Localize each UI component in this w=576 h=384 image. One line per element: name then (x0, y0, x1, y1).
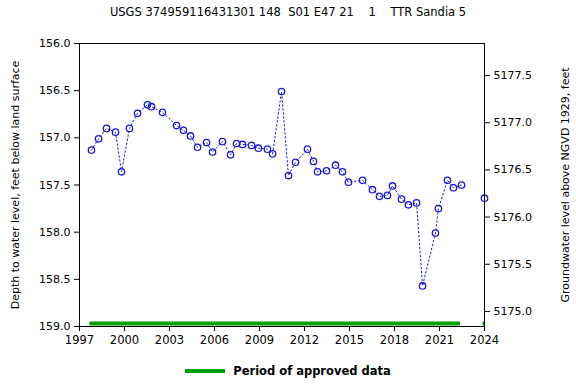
svg-text:5175.5: 5175.5 (494, 258, 533, 271)
html-text:Period of approved data: Period of approved data (233, 363, 391, 378)
svg-text:1997: 1997 (65, 333, 94, 347)
svg-text:5176.5: 5176.5 (494, 163, 533, 176)
svg-text:5177.5: 5177.5 (494, 69, 533, 82)
svg-text:2012: 2012 (290, 333, 319, 347)
svg-text:156.0: 156.0 (39, 37, 71, 50)
svg-text:158.5: 158.5 (39, 273, 71, 286)
svg-text:Depth to water level, feet bel: Depth to water level, feet below land su… (9, 60, 22, 309)
svg-text:158.0: 158.0 (39, 226, 71, 239)
svg-text:2024: 2024 (470, 333, 499, 347)
svg-text:157.5: 157.5 (39, 179, 71, 192)
svg-text:Groundwater level above NGVD 1: Groundwater level above NGVD 1929, feet (559, 67, 572, 303)
svg-text:5175.0: 5175.0 (494, 305, 533, 318)
svg-text:2018: 2018 (380, 333, 409, 347)
svg-text:2006: 2006 (200, 333, 229, 347)
svg-text:2003: 2003 (155, 333, 184, 347)
svg-text:156.5: 156.5 (39, 84, 71, 97)
svg-text:5177.0: 5177.0 (494, 116, 533, 129)
svg-text:2015: 2015 (335, 333, 364, 347)
svg-text:2000: 2000 (110, 333, 139, 347)
svg-text:5176.0: 5176.0 (494, 211, 533, 224)
html-text:USGS 374959116431301 148 S01 E: USGS 374959116431301 148 S01 E47 21 1 TT… (109, 5, 467, 19)
svg-text:2021: 2021 (425, 333, 454, 347)
svg-text:2009: 2009 (245, 333, 274, 347)
svg-text:157.0: 157.0 (39, 131, 71, 144)
svg-text:159.0: 159.0 (39, 320, 71, 333)
